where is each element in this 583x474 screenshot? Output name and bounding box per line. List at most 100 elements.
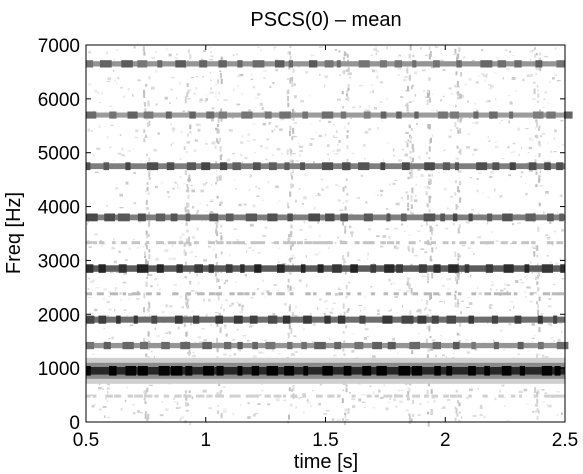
noise-speck <box>518 390 523 393</box>
streak-speck <box>188 390 191 393</box>
streak-speck <box>345 52 348 57</box>
harmonic-band-blob <box>473 111 479 119</box>
noise-speck <box>542 401 546 403</box>
noise-speck <box>525 192 528 196</box>
streak-speck <box>218 285 221 290</box>
harmonic-band-segment <box>122 292 126 296</box>
noise-speck <box>419 311 422 314</box>
noise-speck <box>167 190 170 194</box>
noise-speck <box>488 305 492 308</box>
noise-speck <box>229 304 233 307</box>
noise-speck <box>409 172 413 175</box>
noise-speck <box>281 153 283 155</box>
noise-speck <box>359 105 362 108</box>
streak-speck <box>430 137 432 143</box>
noise-speck <box>535 73 537 75</box>
streak-speck <box>341 398 344 403</box>
noise-speck <box>159 288 162 290</box>
harmonic-band-blob <box>220 162 228 171</box>
harmonic-band-blob <box>166 162 175 171</box>
harmonic-band-segment <box>276 292 285 296</box>
noise-speck <box>507 146 510 149</box>
streak-speck <box>215 261 218 268</box>
noise-speck <box>215 239 218 242</box>
noise-speck <box>186 229 189 233</box>
streak-speck <box>189 242 192 246</box>
streak-speck <box>406 142 409 148</box>
noise-speck <box>325 308 328 310</box>
streak-speck <box>143 138 146 143</box>
noise-speck <box>232 153 235 155</box>
noise-speck <box>248 323 252 326</box>
noise-speck <box>509 301 514 303</box>
harmonic-band-blob <box>514 60 522 68</box>
noise-speck <box>385 407 389 411</box>
noise-speck <box>379 101 383 103</box>
harmonic-band-blob <box>324 315 331 324</box>
streak-speck <box>455 71 458 76</box>
streak-speck <box>144 390 147 394</box>
harmonic-band-segment <box>109 292 119 296</box>
noise-speck <box>548 356 550 358</box>
noise-speck <box>550 150 553 153</box>
streak-speck <box>287 278 290 283</box>
harmonic-band-blob <box>300 264 306 273</box>
noise-speck <box>485 100 487 103</box>
harmonic-band-blob <box>208 264 214 273</box>
noise-speck <box>503 349 505 351</box>
harmonic-band-segment <box>354 241 360 245</box>
streak-speck <box>408 415 411 422</box>
harmonic-band-segment <box>313 292 317 296</box>
harmonic-band-blob <box>359 315 366 324</box>
noise-speck <box>237 328 239 331</box>
noise-speck <box>238 74 240 78</box>
noise-speck <box>537 67 540 70</box>
noise-speck <box>504 405 506 407</box>
x-tick-label: 1 <box>200 430 211 451</box>
noise-speck <box>501 120 503 122</box>
noise-speck <box>297 65 300 68</box>
noise-speck <box>405 131 409 134</box>
streak-speck <box>289 231 292 238</box>
noise-speck <box>547 141 549 144</box>
noise-speck <box>533 291 537 294</box>
noise-speck <box>170 143 172 147</box>
noise-speck <box>208 407 213 409</box>
noise-speck <box>172 130 175 133</box>
streak-speck <box>189 280 192 285</box>
noise-speck <box>107 136 109 139</box>
streak-speck <box>407 280 410 284</box>
streak-speck <box>533 47 536 50</box>
streak-speck <box>343 311 346 316</box>
noise-speck <box>222 386 226 388</box>
noise-speck <box>209 71 212 74</box>
noise-speck <box>116 82 118 85</box>
streak-speck <box>347 72 350 76</box>
noise-speck <box>319 298 322 301</box>
noise-speck <box>451 92 453 95</box>
harmonic-band-blob <box>215 315 223 324</box>
noise-speck <box>518 153 520 157</box>
noise-speck <box>337 236 339 239</box>
noise-speck <box>396 74 401 76</box>
noise-speck <box>314 206 316 210</box>
noise-speck <box>216 405 220 407</box>
noise-speck <box>542 356 545 358</box>
noise-speck <box>153 149 157 152</box>
noise-speck <box>132 94 134 97</box>
streak-speck <box>286 202 289 207</box>
noise-speck <box>508 174 512 177</box>
noise-speck <box>338 288 342 290</box>
harmonic-band-segment <box>512 241 517 245</box>
noise-speck <box>124 259 128 261</box>
noise-speck <box>541 389 545 391</box>
noise-speck <box>475 81 479 84</box>
harmonic-band-segment <box>282 394 287 398</box>
noise-speck <box>223 99 228 102</box>
noise-speck <box>248 189 251 191</box>
noise-speck <box>338 185 340 187</box>
noise-speck <box>219 201 223 204</box>
noise-speck <box>106 400 109 402</box>
noise-speck <box>128 293 132 296</box>
noise-speck <box>251 73 253 76</box>
